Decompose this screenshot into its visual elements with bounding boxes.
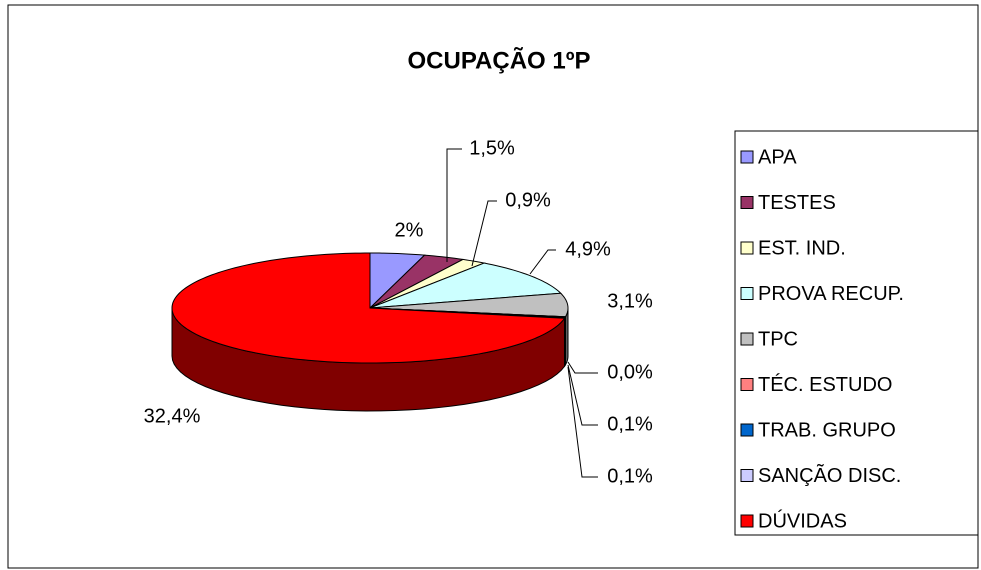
legend-swatch [740,241,754,255]
legend-label: APA [758,146,797,168]
data-label: 2% [395,219,424,241]
chart-title: OCUPAÇÃO 1ºP [407,46,590,74]
leader-line [529,249,556,275]
pie-slice [369,254,465,309]
data-label: 0,1% [607,413,653,435]
data-label: 1,5% [469,137,515,159]
legend-label: TÉC. ESTUDO [758,373,892,396]
pie-slice [171,252,566,364]
data-label: 0,0% [607,361,653,383]
leader-line [567,366,598,478]
legend-label: EST. IND. [758,237,846,259]
legend-label: TRAB. GRUPO [758,419,896,441]
legend-swatch [740,378,754,391]
legend-swatch [740,287,754,300]
legend-swatch [740,332,754,346]
leader-line [567,361,598,374]
legend-swatch [740,196,754,209]
pie-slice [369,292,569,318]
legend-label: PROVA RECUP. [758,283,904,305]
legend-swatch [740,150,754,164]
legend [734,130,979,536]
leader-line [471,200,497,267]
legend-label: DÚVIDAS [758,509,847,532]
legend-label: SANÇÃO DISC. [758,463,901,487]
leader-line [567,364,598,426]
legend-swatch [740,514,754,528]
data-label: 32,4% [144,405,201,427]
legend-swatch [740,423,754,437]
data-label: 3,1% [607,290,653,312]
data-label: 0,1% [607,465,653,487]
data-label: 0,9% [505,189,551,211]
leader-line [446,148,462,262]
legend-label: TPC [758,328,798,350]
data-label: 4,9% [565,238,611,260]
legend-label: TESTES [758,192,836,214]
pie-slice [369,258,486,309]
legend-swatch [740,469,754,482]
